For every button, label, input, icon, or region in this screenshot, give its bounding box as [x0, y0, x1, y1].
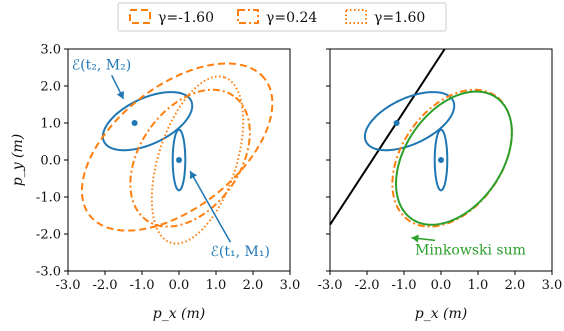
y-tick-label: 2.0 [40, 80, 61, 95]
annotation-label: ℰ(t₂, M₂) [72, 57, 132, 73]
left-xlabel: p_x (m) [153, 306, 206, 322]
arrow-head [190, 171, 198, 180]
y-tick-label: 1.0 [40, 117, 61, 132]
x-tick-label: 0.0 [431, 278, 452, 293]
legend: γ=-1.60 γ=0.24 γ=1.60 [117, 2, 447, 32]
legend-label: γ=0.24 [266, 10, 317, 26]
x-tick-label: -3.0 [55, 278, 80, 293]
x-tick-label: 2.0 [243, 278, 264, 293]
legend-entry: γ=1.60 [345, 9, 425, 26]
x-tick-label: -3.0 [317, 278, 342, 293]
legend-swatch [237, 9, 259, 24]
x-tick-label: -2.0 [354, 278, 379, 293]
ellipse-series-4 [150, 75, 245, 245]
separating-line [330, 49, 446, 226]
legend-label: γ=1.60 [374, 10, 425, 26]
ellipse-series-2 [391, 88, 513, 228]
y-tick-label: 3.0 [40, 43, 61, 58]
x-tick-label: 0.0 [169, 278, 190, 293]
legend-swatch [129, 9, 151, 24]
x-tick-label: -2.0 [92, 278, 117, 293]
y-tick-label: 0.0 [40, 154, 61, 169]
ellipse-series-1 [171, 128, 187, 192]
ellipse-series-3 [129, 88, 251, 228]
legend-frame [117, 2, 447, 32]
center-point [393, 120, 400, 126]
annotation-arrow [189, 170, 232, 243]
arrow-head [116, 90, 124, 99]
x-tick-label: 1.0 [206, 278, 227, 293]
y-tick-label: -1.0 [36, 191, 61, 206]
right-panel: -3.0 -2.0 -1.0 0.0 1.0 2.0 3.0 Minkowski sum p… [317, 48, 563, 322]
ellipse-series-0 [363, 91, 456, 152]
arrow-head [411, 234, 419, 243]
y-tick-label: -2.0 [36, 228, 61, 243]
ellipse-series-1 [433, 128, 449, 192]
legend-label: γ=-1.60 [158, 10, 214, 26]
x-tick-label: 1.0 [468, 278, 489, 293]
legend-entry: γ=0.24 [237, 9, 317, 26]
ellipse-series-3 [395, 90, 513, 226]
x-tick-label: 2.0 [505, 278, 526, 293]
legend-entry: γ=-1.60 [129, 9, 214, 26]
x-tick-label: -1.0 [129, 278, 154, 293]
annotation-label: ℰ(t₁, M₁) [210, 244, 270, 260]
left-panel: -3.0 -2.0 -1.0 0.0 1.0 2.0 3.0 -3.0 -2.0 -1.0 0.0 1… [10, 43, 300, 323]
center-point [131, 120, 138, 126]
annotation-label: Minkowski sum [415, 242, 526, 258]
center-point [176, 157, 182, 163]
center-point [438, 157, 444, 163]
ellipse-series-0 [101, 91, 194, 152]
y-tick-label: -3.0 [36, 265, 61, 280]
left-ylabel: p_y (m) [10, 134, 26, 187]
right-xlabel: p_x (m) [415, 306, 468, 322]
x-tick-label: 3.0 [542, 278, 563, 293]
ellipse-series-2 [80, 62, 274, 232]
x-tick-label: -1.0 [391, 278, 416, 293]
x-tick-label: 3.0 [280, 278, 301, 293]
